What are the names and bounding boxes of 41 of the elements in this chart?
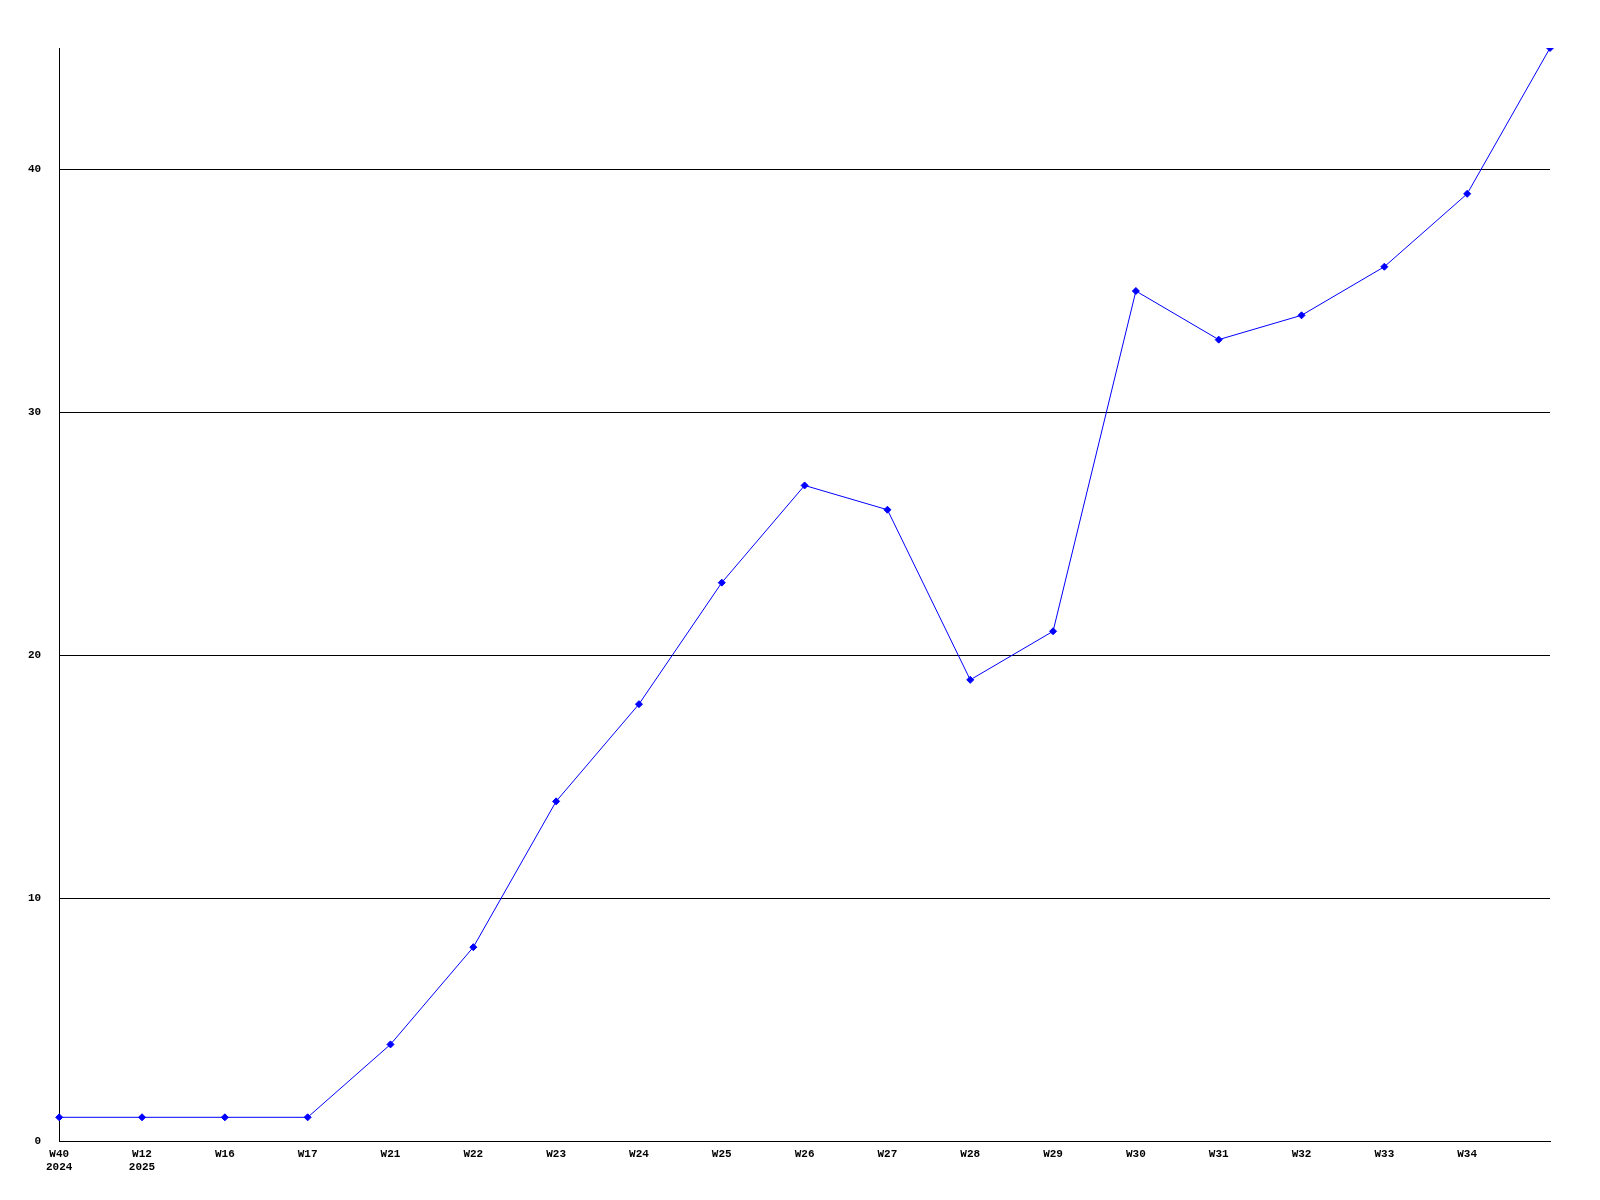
point [1463, 189, 1472, 198]
x-tick-label: W24 [629, 1147, 650, 1160]
x-tick-label: W34 [1457, 1147, 1478, 1160]
x-tick-label: W40 2024 [46, 1147, 73, 1174]
point [303, 1113, 312, 1122]
x-tick-label: W28 [960, 1147, 981, 1160]
x-tick-label: W25 [711, 1147, 733, 1160]
point [1214, 335, 1223, 344]
point [1297, 311, 1306, 320]
x-tick-label: W27 [877, 1147, 898, 1160]
point [883, 505, 892, 514]
x-tick-label: W22 [463, 1147, 484, 1160]
y-tick-label: 10 [28, 892, 42, 905]
point [220, 1113, 229, 1122]
y-tick-label: 30 [28, 406, 42, 419]
point [717, 578, 726, 587]
point [469, 943, 478, 952]
y-tick-label: 40 [28, 163, 42, 176]
x-tick-label: W29 [1043, 1147, 1063, 1160]
x-tick-label: W30 [1125, 1147, 1146, 1160]
point [1049, 627, 1058, 636]
y-tick-label: 0 [34, 1135, 42, 1148]
y-tick-label: 20 [28, 649, 42, 662]
x-tick-label: W32 [1291, 1147, 1312, 1160]
point [1131, 287, 1140, 296]
x-tick-label: W23 [546, 1147, 567, 1160]
point [55, 1113, 64, 1122]
point [386, 1040, 395, 1049]
x-tick-label: W16 [214, 1147, 235, 1160]
x-tick-label: W26 [794, 1147, 815, 1160]
point [966, 675, 975, 684]
point [138, 1113, 147, 1122]
x-tick-label: W17 [297, 1147, 318, 1160]
point [1380, 262, 1389, 271]
x-tick-label: W33 [1374, 1147, 1395, 1160]
x-tick-label: W21 [380, 1147, 401, 1160]
point [800, 481, 809, 490]
point [552, 797, 561, 806]
x-tick-label: W12 2025 [128, 1147, 156, 1174]
x-tick-label: W31 [1208, 1147, 1230, 1160]
point [634, 700, 643, 709]
